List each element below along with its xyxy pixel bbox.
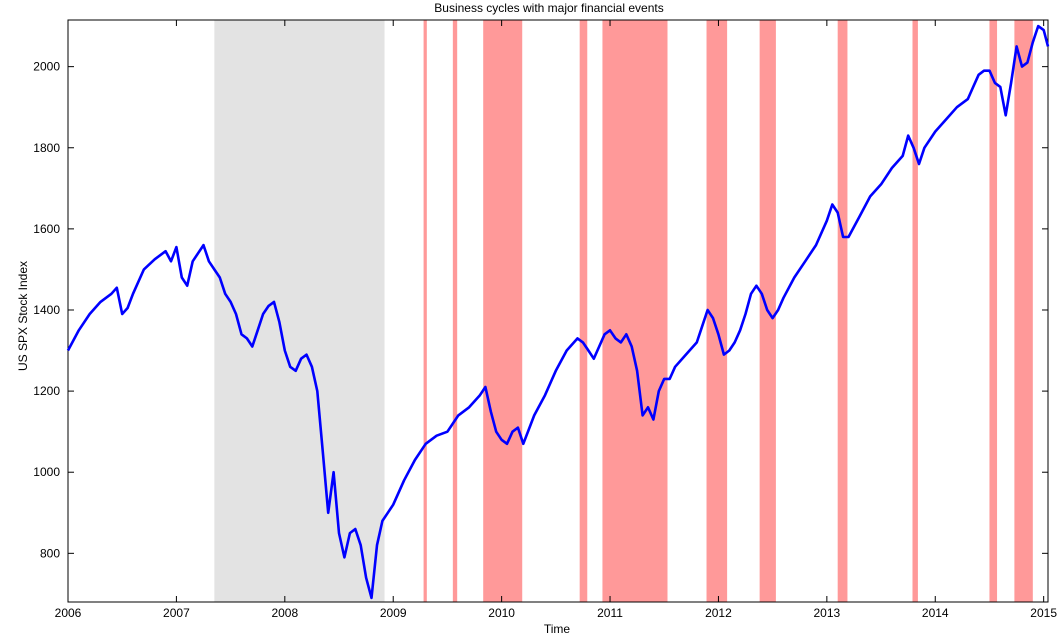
x-axis-ticks: 2006 2007 2008 2009 2010 2011 2012 2013 2014 2015 [55, 20, 1057, 620]
x-tick-label: 2012 [705, 606, 732, 620]
x-axis-label: Time [544, 622, 571, 635]
event-band-4 [579, 20, 588, 602]
plot-frame [67, 19, 1049, 603]
y-tick-label: 1200 [33, 384, 60, 398]
y-tick-label: 1400 [33, 303, 60, 317]
x-tick-label: 2006 [55, 606, 82, 620]
event-band-3 [483, 20, 523, 602]
x-tick-label: 2013 [813, 606, 840, 620]
x-tick-label: 2010 [488, 606, 515, 620]
shaded-bands [214, 20, 1033, 602]
event-band-9 [912, 20, 918, 602]
x-tick-label: 2008 [271, 606, 298, 620]
event-band-5 [602, 20, 668, 602]
y-tick-label: 1600 [33, 222, 60, 236]
event-band-1 [423, 20, 427, 602]
x-tick-label: 2014 [922, 606, 949, 620]
event-band-10 [989, 20, 998, 602]
y-tick-label: 1000 [33, 465, 60, 479]
event-band-2 [452, 20, 458, 602]
event-band-11 [1014, 20, 1033, 602]
series-layer [66, 24, 1050, 600]
x-tick-label: 2011 [597, 606, 623, 620]
event-band-8 [837, 20, 848, 602]
y-tick-label: 800 [40, 546, 60, 560]
spx-index-line [66, 24, 1050, 600]
x-tick-label: 2009 [380, 606, 407, 620]
event-band-6 [706, 20, 728, 602]
y-axis-ticks: 800 1000 1200 1400 1600 1800 2000 [33, 60, 1048, 560]
x-tick-label: 2007 [163, 606, 190, 620]
y-tick-label: 2000 [33, 60, 60, 74]
x-tick-label: 2015 [1030, 606, 1057, 620]
chart-title: Business cycles with major financial eve… [434, 1, 663, 15]
y-axis-label: US SPX Stock Index [16, 261, 30, 371]
y-tick-label: 1800 [33, 141, 60, 155]
recession-band-1 [214, 20, 385, 602]
